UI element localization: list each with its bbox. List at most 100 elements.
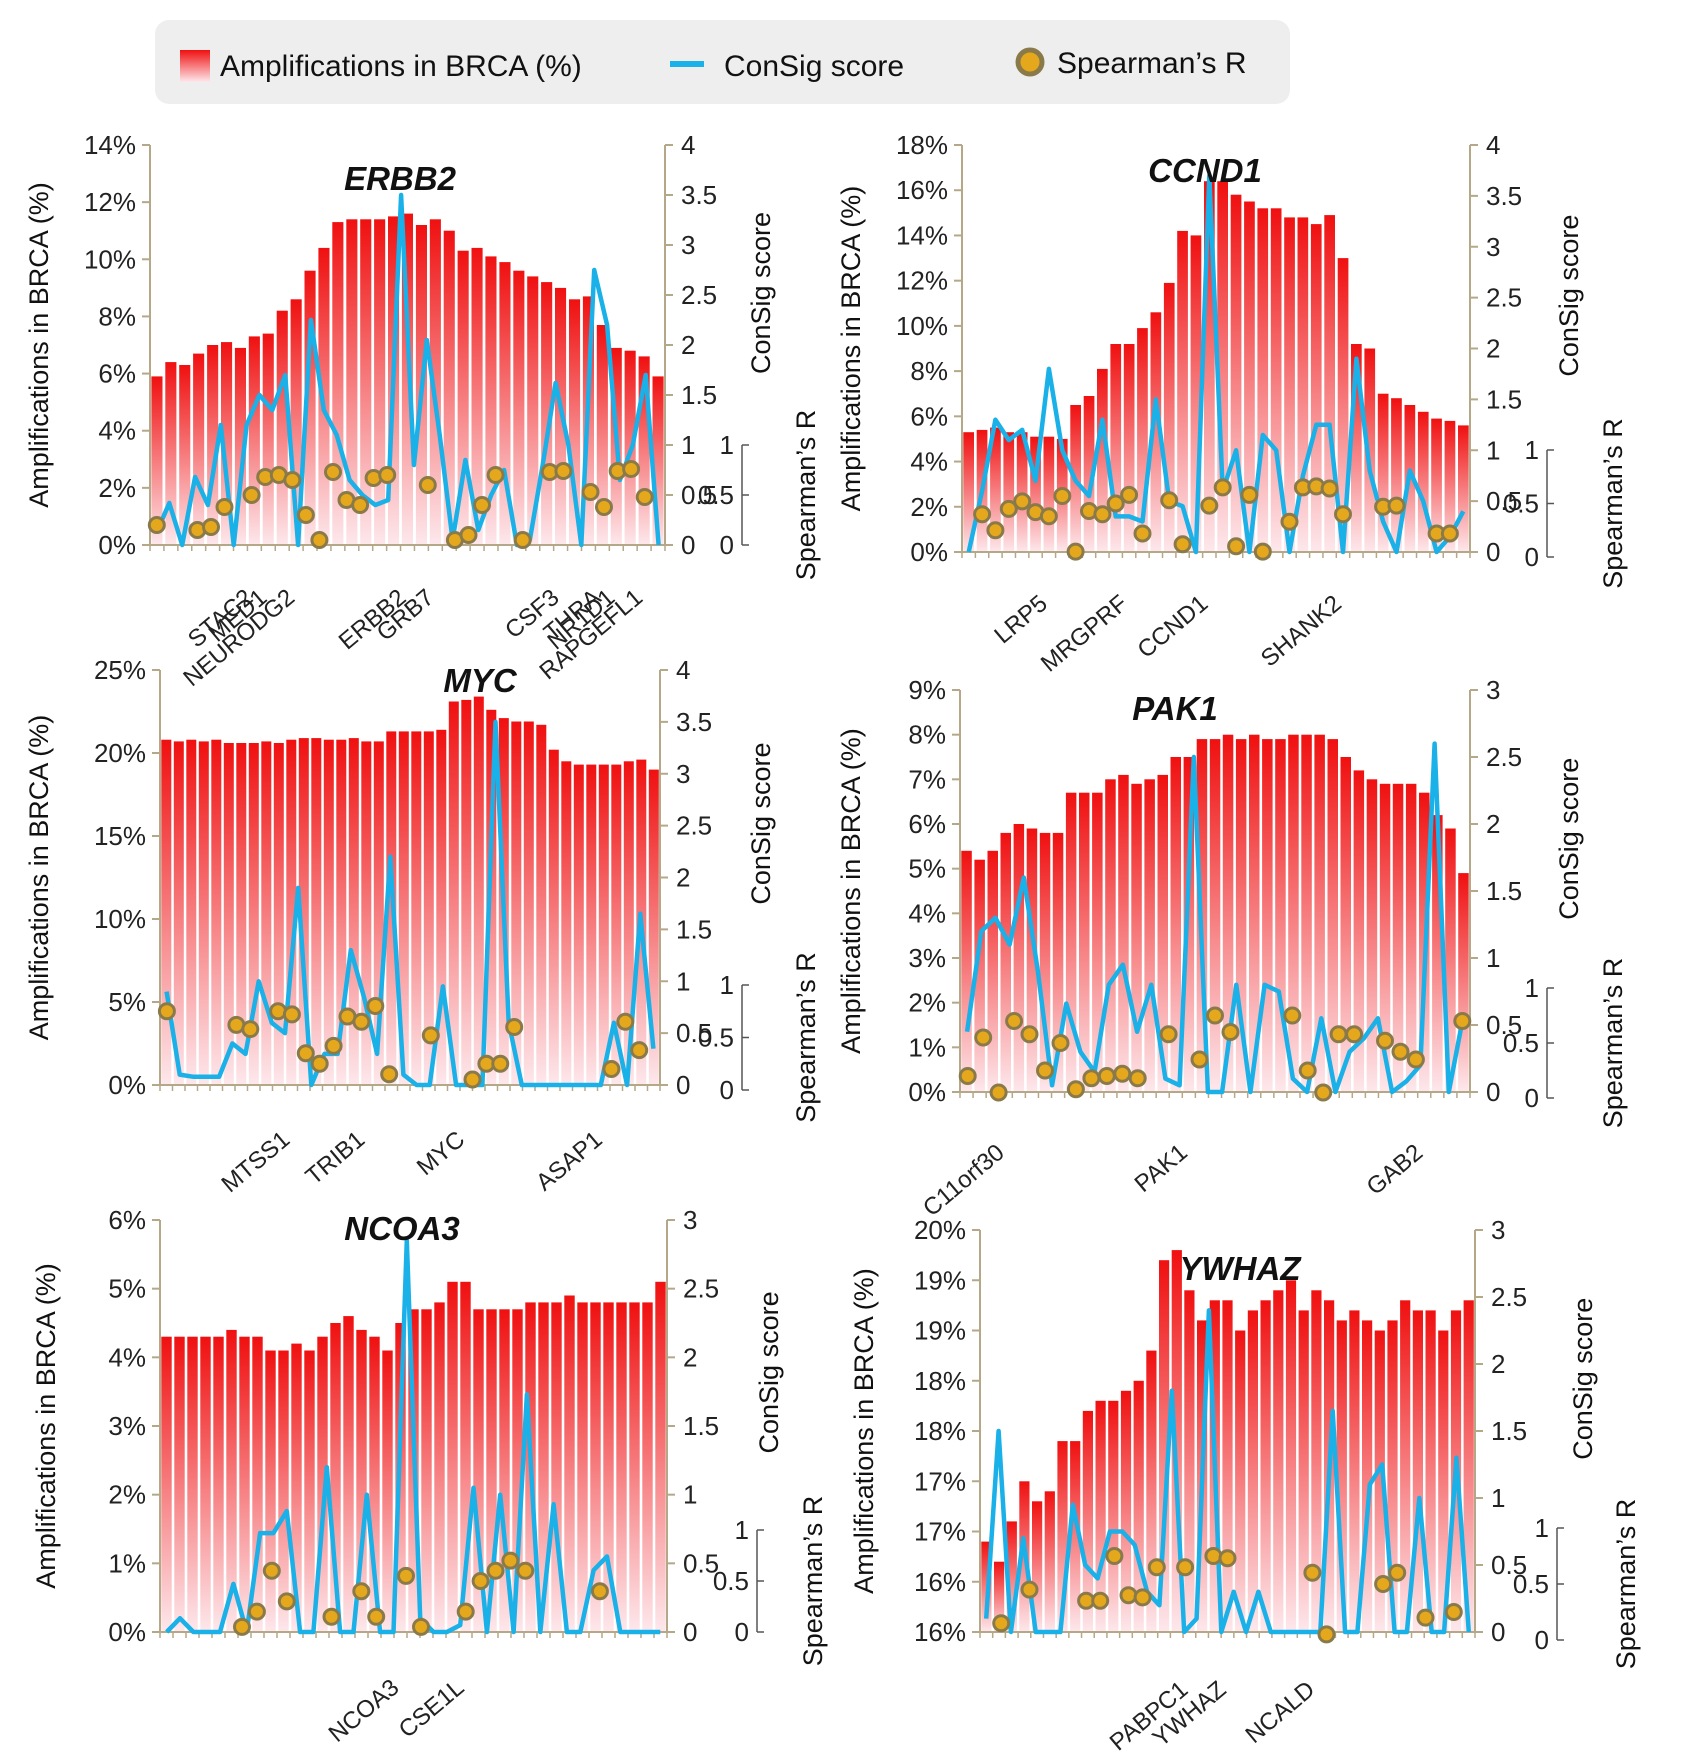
spearman-point — [351, 496, 370, 514]
left-tick-label: 16% — [914, 1617, 966, 1647]
bar — [629, 1302, 640, 1632]
y3-axis-label: Spearman’s R — [1598, 958, 1628, 1129]
spearman-tick-label: 0.5 — [713, 1566, 749, 1596]
bar — [1432, 815, 1443, 1092]
bar — [186, 739, 197, 1085]
y2-axis-label: ConSig score — [1554, 758, 1584, 920]
bar — [401, 213, 413, 545]
y-axis-label: Amplifications in BRCA (%) — [836, 186, 866, 512]
left-tick-label: 5% — [108, 987, 146, 1017]
y-axis-label: Amplifications in BRCA (%) — [24, 182, 54, 508]
spearman-point — [352, 1582, 371, 1601]
chart-panel-ncoa3: 0% 1% 2% 3% 4% 5% 6% 0 0.5 1 1.5 2 2.5 3 0 0.5 1 NCOA3 Amp… — [31, 1205, 828, 1748]
bar — [398, 731, 409, 1085]
left-tick-label: 6% — [908, 809, 946, 839]
gene-label: LRP5 — [989, 590, 1052, 649]
chart-title: ERBB2 — [344, 160, 457, 197]
left-tick-label: 9% — [908, 675, 946, 705]
chart-panel-pak1: 0%1%2%3%4%5%6%7%8%9%00.511.522.5300.51PA… — [836, 675, 1628, 1222]
spearman-point — [310, 1054, 329, 1073]
right-tick-label: 0 — [681, 530, 695, 560]
right-tick-label: 3.5 — [1486, 181, 1522, 211]
spearman-point — [486, 1561, 505, 1580]
left-tick-label: 20% — [94, 738, 146, 768]
spearman-tick-label: 0.5 — [1503, 1028, 1539, 1058]
left-tick-label: 14% — [896, 220, 948, 250]
right-tick-label: 2 — [681, 330, 695, 360]
spearman-point — [1280, 512, 1299, 531]
gene-label: NCOA3 — [324, 1674, 405, 1748]
spearman-point — [491, 1054, 510, 1073]
consig-line — [966, 173, 1466, 555]
gene-label: NCALD — [1241, 1676, 1321, 1749]
bar — [1070, 1441, 1081, 1632]
bar — [536, 724, 547, 1085]
bar — [1057, 1441, 1068, 1632]
spearman-point — [471, 1572, 490, 1590]
spearman-point — [1091, 1591, 1110, 1610]
bar — [1000, 832, 1011, 1092]
left-tick-label: 3% — [108, 1411, 146, 1441]
spearman-point — [622, 460, 641, 478]
spearman-point — [283, 471, 302, 489]
bar — [990, 427, 1001, 552]
spearman-point — [296, 1044, 315, 1063]
bar — [511, 721, 522, 1085]
left-tick-label: 17% — [914, 1466, 966, 1496]
spearman-point — [1317, 1625, 1336, 1644]
spearman-point — [1053, 487, 1072, 505]
bar — [1458, 873, 1469, 1092]
bar — [448, 701, 459, 1085]
spearman-point — [630, 1041, 649, 1060]
bar — [486, 1309, 497, 1632]
right-tick-label: 0 — [1486, 1077, 1500, 1107]
bar — [248, 336, 260, 545]
bar — [1082, 1410, 1093, 1632]
consig-line — [154, 192, 661, 548]
spearman-point — [241, 1020, 260, 1039]
bar — [429, 219, 441, 546]
bar — [1379, 783, 1391, 1092]
spearman-point — [1066, 1080, 1085, 1099]
legend-amplifications-swatch — [180, 50, 210, 82]
left-tick-label: 18% — [914, 1366, 966, 1396]
spearman-point — [973, 505, 992, 524]
chart-title: NCOA3 — [344, 1210, 460, 1247]
chart-panel-erbb2: 0%2%4%6%8%10%12%14%00.511.522.533.5400.5… — [24, 130, 821, 692]
bar — [1159, 1260, 1170, 1632]
bar — [356, 1329, 367, 1632]
left-tick-label: 0% — [908, 1077, 946, 1107]
y2-axis-label: ConSig score — [1568, 1298, 1598, 1460]
chart-title: MYC — [443, 662, 518, 699]
bar — [374, 219, 386, 546]
gene-label: SHANK2 — [1256, 590, 1347, 672]
bar — [1217, 181, 1228, 552]
bar — [1412, 1310, 1423, 1632]
spearman-point — [202, 518, 220, 536]
bar — [1171, 1250, 1182, 1632]
spearman-point — [324, 1036, 343, 1055]
bar — [436, 729, 447, 1085]
right-tick-label: 2 — [1491, 1349, 1505, 1379]
right-tick-label: 0.5 — [1486, 486, 1522, 516]
spearman-point — [1303, 1563, 1322, 1582]
left-tick-label: 8% — [910, 356, 948, 386]
bar — [1065, 792, 1077, 1092]
bar — [1030, 436, 1041, 552]
spearman-point — [989, 1083, 1008, 1102]
chart-panel-ccnd1: 0%2%4%6%8%10%12%14%16%18%00.511.522.533.… — [836, 130, 1628, 677]
bar — [1247, 1310, 1258, 1632]
bar — [994, 1561, 1005, 1632]
bar — [1123, 344, 1135, 552]
bar — [611, 764, 622, 1085]
bar-series — [981, 1250, 1474, 1633]
bar — [211, 739, 222, 1085]
bar — [1095, 1400, 1106, 1632]
bar — [499, 1309, 510, 1632]
left-tick-label: 2% — [98, 473, 136, 503]
right-tick-label: 0.5 — [681, 480, 717, 510]
spearman-tick-label: 0.5 — [1513, 1569, 1549, 1599]
bar — [187, 1336, 198, 1632]
bar — [248, 743, 259, 1085]
spearman-point — [1066, 542, 1085, 561]
